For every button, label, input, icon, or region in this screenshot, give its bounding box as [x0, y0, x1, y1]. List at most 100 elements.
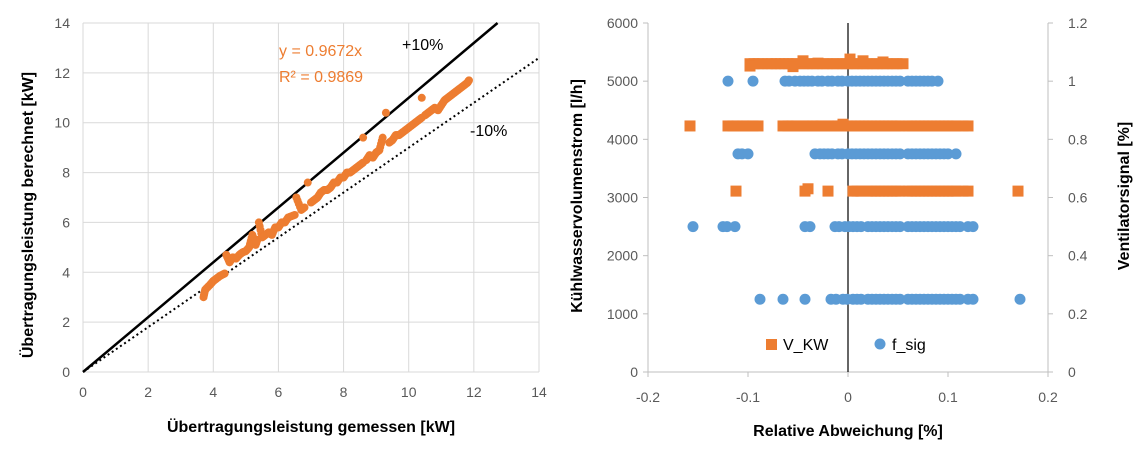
fsig-point — [894, 75, 906, 87]
vkw-point — [741, 120, 753, 132]
vkw-point — [962, 185, 974, 197]
legend-vkw-marker — [766, 339, 777, 350]
right-y2-tick-label: 0.8 — [1068, 131, 1088, 147]
vkw-point — [797, 55, 809, 67]
vkw-point — [1012, 185, 1024, 197]
fsig-point — [687, 221, 699, 233]
vkw-point — [962, 120, 974, 132]
right-y2-tick-label: 0.2 — [1068, 306, 1088, 322]
right-y2-tick-label: 0.4 — [1068, 248, 1088, 264]
legend-fsig-marker — [874, 338, 886, 350]
fsig-point — [729, 221, 741, 233]
right-y2-tick-label: 1.2 — [1068, 15, 1088, 31]
fsig-point — [742, 148, 754, 160]
vkw-point — [730, 185, 742, 197]
chart-right: -0.2 -0.1 0 0.1 0.2 0 1000 2000 3000 4000 5000 6000… — [560, 0, 1142, 450]
left-x-tick-label: 6 — [275, 384, 283, 400]
data-point — [299, 204, 308, 213]
left-x-axis-title: Übertragungsleistung gemessen [kW] — [167, 417, 455, 436]
data-point — [289, 211, 298, 220]
left-y-axis-title: Übertragungsleistung berechnet [kW] — [18, 72, 37, 358]
data-point — [464, 76, 473, 85]
data-point — [417, 93, 426, 102]
fsig-point — [954, 293, 966, 305]
fsig-point — [954, 221, 966, 233]
data-point — [303, 178, 312, 187]
right-x-axis-title: Relative Abweichung [%] — [753, 423, 943, 440]
vkw-point — [802, 183, 814, 195]
fsig-point — [967, 293, 979, 305]
right-y-axis-title: Kühlwasservolumenstrom [l/h] — [569, 79, 586, 313]
vkw-point — [851, 58, 863, 70]
minus10-label: -10% — [470, 123, 507, 140]
right-y-tick-label: 5000 — [607, 73, 638, 89]
vkw-point — [787, 61, 799, 73]
vkw-point — [801, 120, 813, 132]
fsig-point — [894, 148, 906, 160]
vkw-point — [684, 120, 696, 132]
legend-fsig-label: f_sig — [892, 337, 926, 354]
fsig-point — [799, 293, 811, 305]
data-point — [219, 270, 228, 279]
plus10-label: +10% — [402, 37, 443, 54]
fsig-point — [747, 75, 759, 87]
vkw-point — [756, 58, 768, 70]
vkw-point — [894, 120, 906, 132]
right-y-tick-label: 3000 — [607, 190, 638, 206]
fsig-point — [894, 221, 906, 233]
vkw-point — [897, 58, 909, 70]
fsig-point — [721, 221, 733, 233]
vkw-point — [891, 58, 903, 70]
data-point — [381, 108, 390, 117]
plus10-line — [82, 22, 499, 373]
vkw-point — [877, 56, 889, 68]
vkw-point — [821, 58, 833, 70]
left-x-tick-label: 14 — [531, 384, 547, 400]
vkw-point — [857, 55, 869, 67]
fsig-point — [967, 221, 979, 233]
fsig-point — [950, 148, 962, 160]
chart-left: 0 2 4 6 8 10 12 14 0 2 4 6 8 10 12 14 y = 0.9672x R² = … — [0, 0, 560, 450]
fsig-point — [894, 293, 906, 305]
left-y-tick-label: 0 — [62, 364, 70, 380]
right-y-tick-label: 0 — [630, 364, 638, 380]
equation-label: y = 0.9672x — [279, 43, 362, 60]
vkw-point — [871, 58, 883, 70]
right-x-tick-label: -0.2 — [636, 389, 660, 405]
left-x-tick-label: 8 — [340, 384, 348, 400]
left-x-tick-label: 0 — [79, 384, 87, 400]
right-x-tick-label: 0.1 — [938, 389, 958, 405]
fsig-point — [777, 293, 789, 305]
data-point — [252, 237, 261, 246]
vkw-point — [826, 120, 838, 132]
vkw-point — [822, 185, 834, 197]
left-y-tick-label: 8 — [62, 165, 70, 181]
vkw-point — [837, 118, 849, 130]
vkw-point — [744, 60, 756, 72]
right-y-tick-label: 6000 — [607, 15, 638, 31]
data-point — [377, 136, 386, 145]
vkw-point — [855, 185, 867, 197]
vkw-point — [950, 185, 962, 197]
right-y2-axis-title: Ventilatorsignal [%] — [1116, 122, 1133, 270]
left-x-tick-label: 10 — [401, 384, 417, 400]
left-x-tick-label: 2 — [144, 384, 152, 400]
right-x-tick-label: 0 — [844, 389, 852, 405]
r2-label: R² = 0.9869 — [279, 69, 363, 86]
fsig-point — [1014, 293, 1026, 305]
left-y-tick-label: 2 — [62, 314, 70, 330]
vkw-point — [831, 58, 843, 70]
vkw-point — [790, 120, 802, 132]
legend-vkw-label: V_KW — [783, 337, 829, 354]
right-y-tick-label: 4000 — [607, 131, 638, 147]
left-y-tick-label: 14 — [54, 15, 70, 31]
left-x-tick-label: 4 — [209, 384, 217, 400]
fsig-point — [754, 293, 766, 305]
data-point — [359, 133, 368, 142]
right-x-tick-label: 0.2 — [1038, 389, 1058, 405]
right-y2-tick-label: 0.6 — [1068, 190, 1088, 206]
right-y2-tick-label: 0 — [1068, 364, 1076, 380]
right-y-tick-label: 2000 — [607, 248, 638, 264]
left-y-tick-label: 4 — [62, 264, 70, 280]
